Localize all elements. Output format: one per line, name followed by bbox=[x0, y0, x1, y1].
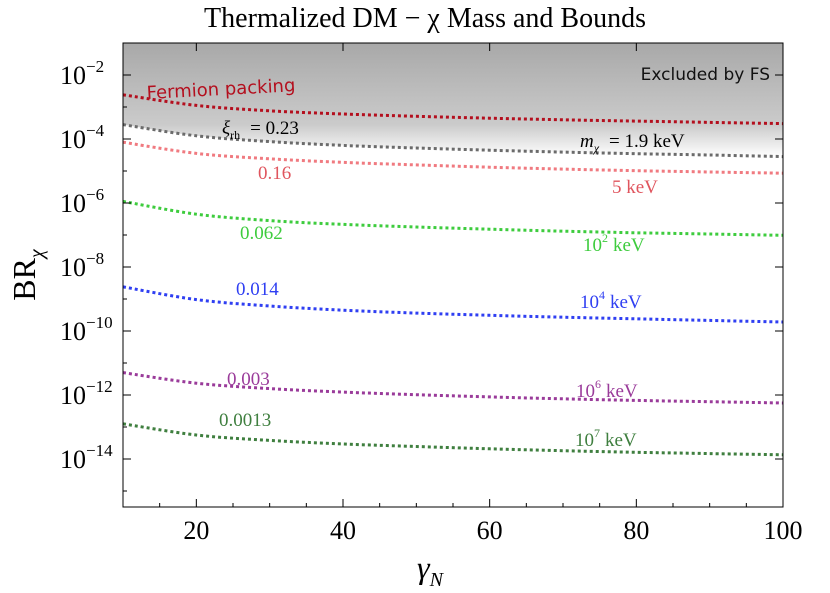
xi-label-1-9kev: ξrh = 0.23 bbox=[222, 118, 299, 142]
series-line-6 bbox=[123, 422, 783, 457]
mass-base-1e2: 10 bbox=[583, 235, 602, 256]
x-tick-label-4: 100 bbox=[764, 516, 803, 545]
mass-label-1-9kev: mχ = 1.9 keV bbox=[580, 131, 685, 155]
mass-base-1e4: 10 bbox=[580, 292, 599, 313]
xi-label-1e2kev: 0.062 bbox=[240, 223, 283, 244]
mass-symbol: m bbox=[580, 131, 594, 152]
series-line-2 bbox=[123, 140, 783, 175]
mass-unit-1e7: keV bbox=[605, 430, 637, 451]
x-axis-label-sub: N bbox=[429, 569, 445, 591]
mass-label-1e6kev: 106 keV bbox=[576, 377, 638, 402]
xi-label-1e4kev: 0.014 bbox=[236, 279, 279, 300]
y-axis-label: BRχ bbox=[6, 248, 48, 301]
y-axis-label-sub: χ bbox=[26, 248, 48, 260]
series-group bbox=[123, 93, 783, 457]
mass-unit-1e4: keV bbox=[610, 292, 642, 313]
series-line-3 bbox=[123, 199, 783, 237]
chart-title: Thermalized DM − χ Mass and Bounds bbox=[204, 3, 646, 34]
series-line-0 bbox=[123, 93, 783, 126]
xi-label-5kev: 0.16 bbox=[258, 163, 291, 184]
excluded-label: Excluded by FS bbox=[641, 65, 770, 85]
mass-label-1e2kev: 102 keV bbox=[583, 231, 645, 256]
mass-exp-1e6: 6 bbox=[595, 377, 601, 391]
xi-subscript: rh bbox=[230, 128, 240, 142]
mass-label-1e7kev: 107 keV bbox=[575, 426, 637, 451]
mass-unit-1e2: keV bbox=[613, 235, 645, 256]
x-tick-label-2: 60 bbox=[477, 516, 503, 545]
xi-label-1e7kev: 0.0013 bbox=[219, 410, 271, 431]
y-tick-label-4: 10−10 bbox=[60, 313, 113, 346]
mass-exp-1e7: 7 bbox=[594, 426, 600, 440]
y-tick-label-0: 10−2 bbox=[60, 57, 104, 90]
y-tick-label-5: 10−12 bbox=[60, 377, 113, 410]
y-tick-label-6: 10−14 bbox=[60, 441, 113, 474]
y-tick-label-1: 10−4 bbox=[60, 121, 105, 154]
series-line-5 bbox=[123, 371, 783, 405]
mass-label-5kev: 5 keV bbox=[612, 177, 658, 198]
y-tick-label-2: 10−6 bbox=[60, 185, 104, 218]
mass-exp-1e4: 4 bbox=[599, 288, 605, 302]
x-axis-label-main: γ bbox=[417, 549, 431, 585]
mass-exp-1e2: 2 bbox=[602, 231, 608, 245]
plot-area bbox=[123, 43, 783, 457]
y-axis-label-main: BR bbox=[6, 257, 42, 300]
xi-label-1e6kev: 0.003 bbox=[227, 369, 270, 390]
xi-symbol: ξ bbox=[222, 118, 231, 139]
x-tick-label-3: 80 bbox=[623, 516, 649, 545]
x-axis-label: γN bbox=[417, 549, 445, 591]
mass-base-1e7: 10 bbox=[575, 430, 594, 451]
mass-subscript: χ bbox=[593, 141, 600, 155]
mass-unit-1e6: keV bbox=[606, 381, 638, 402]
series-line-4 bbox=[123, 285, 783, 324]
mass-base-1e6: 10 bbox=[576, 381, 595, 402]
tick-group: 20 40 60 80 100 10−2 10−4 10−6 10−8 10−10 10−12 10−… bbox=[60, 42, 803, 545]
y-tick-label-3: 10−8 bbox=[60, 249, 104, 282]
mass-label-1e4kev: 104 keV bbox=[580, 288, 642, 313]
x-tick-label-1: 40 bbox=[330, 516, 356, 545]
xi-value: = 0.23 bbox=[250, 118, 299, 139]
series-line-1 bbox=[123, 123, 783, 159]
excluded-region bbox=[123, 43, 783, 157]
mass-value: = 1.9 keV bbox=[609, 131, 685, 152]
x-tick-label-0: 20 bbox=[183, 516, 209, 545]
